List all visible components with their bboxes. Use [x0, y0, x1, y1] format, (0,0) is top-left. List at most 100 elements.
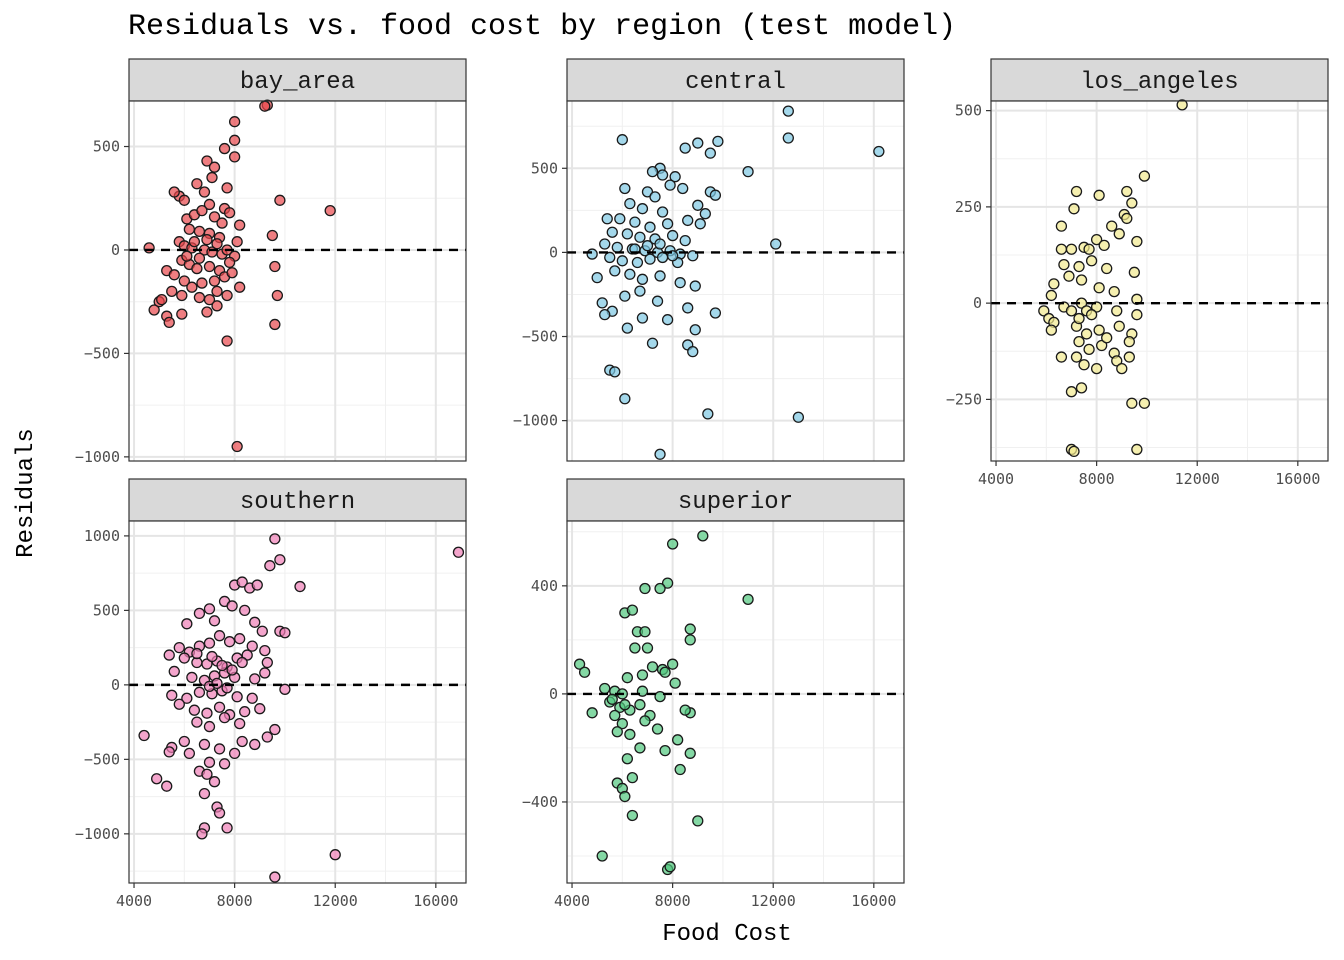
data-point — [221, 182, 233, 194]
data-point — [176, 289, 188, 302]
y-tick-label: 250 — [955, 198, 982, 216]
data-point — [201, 306, 213, 318]
data-point — [183, 747, 196, 760]
data-point — [656, 169, 669, 181]
data-point — [156, 293, 168, 306]
data-point — [641, 642, 654, 654]
data-point — [1070, 185, 1083, 198]
data-point — [1121, 212, 1133, 225]
data-point — [669, 677, 681, 689]
facet-strip — [990, 58, 1329, 102]
data-point — [1131, 443, 1143, 456]
data-point — [261, 731, 273, 743]
data-point — [218, 758, 231, 770]
data-point — [173, 641, 185, 654]
data-point — [742, 593, 754, 605]
data-point — [218, 711, 231, 724]
data-point — [712, 135, 724, 148]
data-point — [259, 100, 271, 112]
data-point — [616, 717, 628, 730]
data-point — [218, 142, 231, 155]
data-point — [1138, 170, 1151, 182]
data-point — [619, 699, 631, 711]
data-point — [604, 251, 616, 264]
data-point — [178, 652, 190, 664]
data-point — [606, 226, 618, 238]
data-point — [601, 213, 613, 225]
data-point — [256, 625, 268, 637]
data-point — [196, 277, 208, 289]
panel-bay-area: bay_area −1000 −500 0 500 — [75, 58, 467, 466]
data-point — [646, 166, 659, 178]
data-point — [679, 234, 691, 247]
data-point — [631, 256, 644, 269]
data-point — [181, 692, 193, 704]
data-point — [1121, 185, 1133, 198]
data-point — [163, 316, 175, 329]
data-point — [1126, 197, 1138, 209]
data-point — [1113, 228, 1125, 240]
data-point — [1075, 382, 1088, 394]
x-tick-label: 4000 — [554, 892, 590, 910]
data-point — [264, 560, 276, 572]
data-point — [639, 715, 651, 727]
data-point — [1045, 324, 1058, 336]
data-point — [206, 650, 218, 663]
data-point — [619, 790, 631, 803]
data-point — [221, 335, 233, 347]
data-point — [1123, 351, 1135, 363]
y-tick-label: 500 — [955, 102, 982, 120]
data-point — [231, 440, 243, 453]
data-point — [1078, 359, 1090, 371]
data-point — [1068, 203, 1080, 215]
data-point — [699, 208, 711, 220]
data-point — [203, 637, 216, 649]
data-point — [1080, 328, 1093, 340]
x-tick-label: 12000 — [1175, 470, 1220, 488]
data-point — [208, 776, 221, 788]
panel-border — [128, 100, 467, 462]
x-axis-title: Food Cost — [662, 921, 792, 948]
data-point — [216, 659, 228, 672]
data-point — [208, 161, 221, 173]
data-point — [1070, 351, 1083, 363]
data-point — [203, 260, 216, 273]
data-point — [684, 634, 696, 646]
y-tick-label: −400 — [522, 793, 558, 811]
data-point — [1116, 362, 1128, 375]
data-point — [228, 116, 241, 128]
data-point — [1048, 278, 1060, 290]
data-point — [654, 270, 666, 282]
panel-central: central −1000 −500 0 500 — [513, 58, 905, 462]
data-point — [208, 211, 221, 223]
data-point — [636, 203, 649, 215]
chart-title: Residuals vs. food cost by region (test … — [128, 10, 956, 44]
data-point — [269, 318, 281, 331]
data-point — [198, 738, 211, 751]
data-point — [274, 194, 286, 206]
data-point — [578, 666, 591, 678]
data-point — [664, 861, 676, 873]
data-point — [1090, 301, 1103, 313]
data-point — [639, 626, 651, 638]
data-point — [621, 228, 634, 240]
x-tick-label: 16000 — [851, 892, 896, 910]
data-point — [193, 225, 206, 237]
data-point — [201, 768, 213, 780]
data-point — [770, 238, 782, 250]
data-point — [641, 240, 654, 252]
data-point — [1073, 312, 1085, 325]
data-point — [178, 275, 190, 287]
data-point — [606, 693, 618, 705]
data-point — [1073, 260, 1085, 273]
data-point — [609, 265, 621, 277]
data-point — [656, 206, 669, 218]
data-point — [259, 667, 271, 679]
data-point — [1055, 243, 1068, 255]
y-tick-label: 1000 — [84, 527, 120, 545]
data-point — [1098, 239, 1110, 252]
data-point — [1065, 305, 1078, 317]
data-point — [1055, 351, 1068, 363]
data-point — [198, 787, 211, 800]
data-point — [213, 630, 226, 642]
